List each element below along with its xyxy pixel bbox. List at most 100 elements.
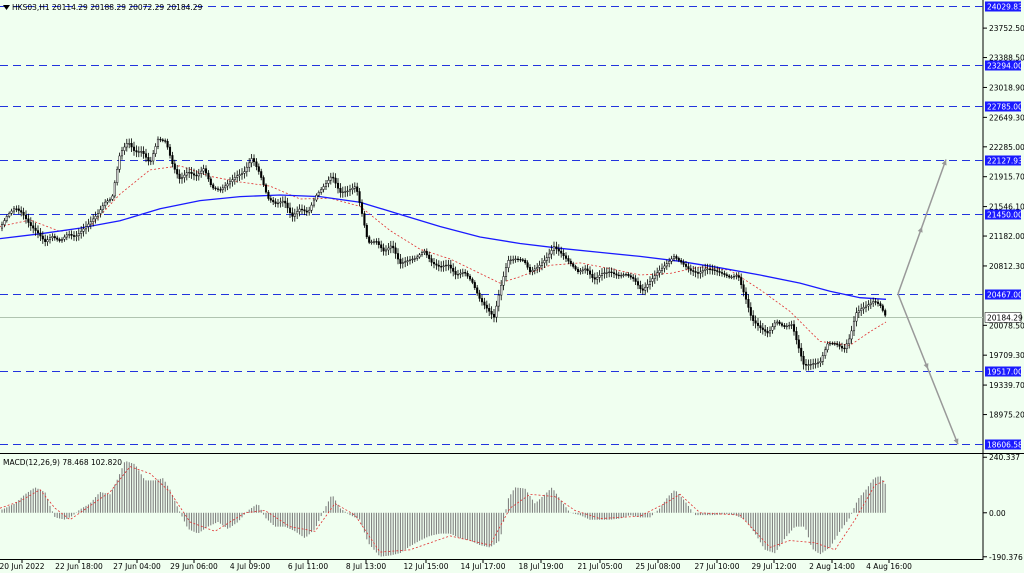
candle-body <box>332 176 335 179</box>
candle-body <box>423 251 426 253</box>
candle <box>351 183 354 195</box>
candle <box>291 207 294 222</box>
candle-body <box>540 262 544 266</box>
candle-body <box>197 173 200 177</box>
candle <box>610 267 613 278</box>
candle <box>605 267 608 278</box>
candle-body <box>370 241 373 244</box>
candle <box>644 282 647 296</box>
candle-body <box>874 301 877 303</box>
candle-body <box>670 258 673 262</box>
candle <box>857 305 860 318</box>
candle-body <box>111 195 114 200</box>
candle-body <box>96 213 100 217</box>
candle <box>255 158 258 171</box>
candle-body <box>848 338 851 345</box>
candle-body <box>161 139 164 141</box>
candle <box>48 234 52 244</box>
candle <box>459 269 462 279</box>
candle <box>670 255 673 265</box>
candle-body <box>92 218 95 222</box>
candle <box>684 261 688 270</box>
candle-body <box>384 249 388 252</box>
candle <box>99 205 102 218</box>
candle-body <box>766 331 769 334</box>
candle-body <box>399 258 402 264</box>
candle-body <box>872 301 875 304</box>
candle <box>382 243 385 256</box>
candle <box>572 261 575 269</box>
candle-body <box>108 199 112 201</box>
candle <box>92 213 95 227</box>
candle-body <box>68 234 71 236</box>
level-label-box <box>985 155 1021 166</box>
time-tick-label: 25 Jul 08:00 <box>636 562 681 571</box>
candle <box>557 244 560 256</box>
candle <box>720 269 724 277</box>
candle-body <box>56 237 59 240</box>
forecast-up-arrowhead <box>941 159 947 166</box>
candle-body <box>567 258 570 262</box>
candle-body <box>312 199 316 206</box>
candle-body <box>168 146 172 156</box>
candle <box>288 202 292 218</box>
candle <box>60 237 64 243</box>
candle-body <box>17 208 20 211</box>
candle-body <box>720 272 724 274</box>
candle <box>711 264 714 275</box>
candle-body <box>660 267 664 271</box>
candle <box>821 351 824 366</box>
candle-body <box>353 186 356 189</box>
candle <box>161 138 164 143</box>
candle-body <box>377 241 380 245</box>
candle <box>658 265 661 278</box>
candle <box>471 277 474 285</box>
candle-body <box>744 291 748 300</box>
candle <box>327 176 330 188</box>
candle-body <box>120 150 124 157</box>
candle <box>111 194 114 202</box>
candle <box>694 266 697 278</box>
candle <box>334 173 337 189</box>
candle-body <box>603 272 606 274</box>
candle <box>639 280 642 294</box>
candle-body <box>358 191 361 203</box>
candle <box>70 230 73 240</box>
candle <box>617 271 620 279</box>
candle <box>204 165 208 177</box>
candle <box>562 249 565 260</box>
candle <box>480 294 484 306</box>
candle-body <box>404 261 407 263</box>
candle-body <box>845 343 848 349</box>
candle-body <box>502 276 505 286</box>
candle-body <box>308 209 311 213</box>
candle-body <box>144 153 148 158</box>
price-tick-label: 23752.50 <box>989 24 1024 33</box>
candle <box>200 166 203 178</box>
candle <box>96 209 100 221</box>
candle-body <box>212 184 215 189</box>
candle-body <box>147 157 150 162</box>
candle <box>269 195 272 203</box>
candle <box>29 217 32 231</box>
candle-body <box>737 275 740 278</box>
candle-body <box>245 166 248 172</box>
candle-body <box>125 143 128 148</box>
candle-body <box>310 204 313 211</box>
candle-body <box>39 232 42 237</box>
candle <box>836 341 839 348</box>
candle <box>312 197 316 208</box>
candle <box>795 326 798 345</box>
candle-body <box>773 322 776 327</box>
candle <box>56 235 59 242</box>
candle-body <box>99 209 102 214</box>
forecast-up-mid-arrowhead <box>917 226 923 233</box>
candle-body <box>233 177 236 180</box>
short-moving-average-line <box>0 165 887 346</box>
candle <box>300 204 304 215</box>
candle-body <box>267 191 270 199</box>
candle-body <box>255 161 258 167</box>
menu-triangle-icon[interactable] <box>3 5 10 10</box>
candle-body <box>615 273 618 276</box>
candle-body <box>240 173 244 175</box>
